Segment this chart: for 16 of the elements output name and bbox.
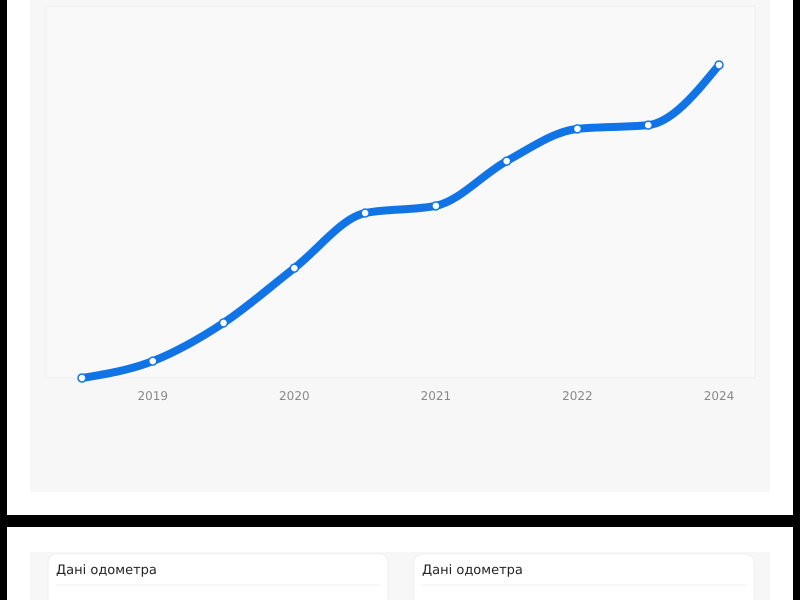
point <box>77 373 87 383</box>
point <box>360 208 370 218</box>
x-tick-label: 2019 <box>138 389 168 403</box>
point <box>714 60 724 70</box>
point <box>502 156 512 166</box>
x-tick-label: 2021 <box>420 389 452 403</box>
point <box>290 263 300 273</box>
x-tick-label: 2020 <box>279 389 310 403</box>
point <box>431 201 441 211</box>
point <box>218 318 228 328</box>
x-tick-label: 2022 <box>562 389 593 403</box>
x-tick-label: 2024 <box>704 389 734 403</box>
point <box>572 124 582 134</box>
point <box>148 356 158 366</box>
text: Дані одометра <box>56 563 157 578</box>
text: Дані одометра <box>422 563 523 578</box>
